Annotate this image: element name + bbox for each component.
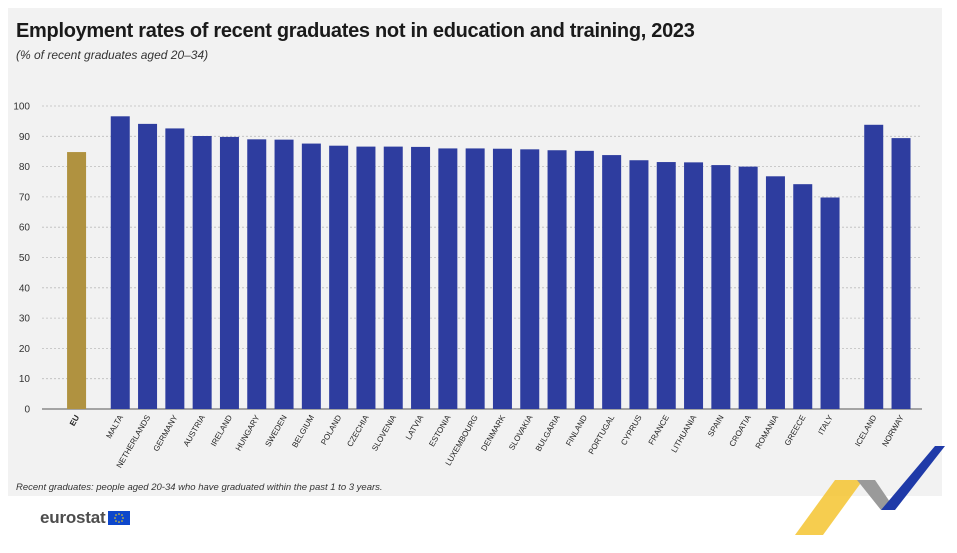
bar-denmark xyxy=(492,148,512,409)
bar-germany xyxy=(165,128,185,409)
bar-ireland xyxy=(219,136,239,409)
bar-portugal xyxy=(602,155,622,409)
x-tick-label: DENMARK xyxy=(479,413,507,453)
x-tick-label: HUNGARY xyxy=(234,413,262,453)
y-tick-label: 40 xyxy=(19,283,31,294)
bar-slovakia xyxy=(520,149,540,410)
bar-netherlands xyxy=(138,123,158,409)
bar-croatia xyxy=(738,166,758,409)
bar-estonia xyxy=(438,148,458,410)
chart-title: Employment rates of recent graduates not… xyxy=(16,20,695,42)
bar-norway xyxy=(891,138,911,410)
x-tick-label: SLOVENIA xyxy=(370,413,398,453)
x-tick-label: CZECHIA xyxy=(345,413,371,448)
y-tick-label: 70 xyxy=(19,192,31,203)
x-tick-label: SWEDEN xyxy=(263,413,288,448)
logo-text: eurostat xyxy=(40,508,106,527)
x-tick-label: SLOVAKIA xyxy=(507,413,535,452)
bar-slovenia xyxy=(383,146,403,410)
bar-malta xyxy=(110,116,130,409)
x-tick-label: IRELAND xyxy=(209,413,234,448)
x-tick-label: CYPRUS xyxy=(619,414,643,447)
bar-cyprus xyxy=(629,160,649,409)
bar-greece xyxy=(793,184,813,409)
x-tick-label: AUSTRIA xyxy=(182,413,207,448)
y-tick-label: 10 xyxy=(19,374,31,385)
bar-belgium xyxy=(301,143,321,409)
x-tick-label: ESTONIA xyxy=(427,413,453,448)
bar-spain xyxy=(711,165,731,409)
x-tick-label: BULGARIA xyxy=(534,413,562,453)
bar-latvia xyxy=(411,146,431,409)
x-tick-label: BELGIUM xyxy=(290,413,316,449)
y-tick-label: 30 xyxy=(19,314,31,325)
bar-iceland xyxy=(864,124,884,409)
x-tick-label: FINLAND xyxy=(564,413,589,447)
chart-subtitle: (% of recent graduates aged 20–34) xyxy=(16,48,209,62)
eurostat-logo: eurostat xyxy=(40,508,131,528)
y-tick-label: 50 xyxy=(19,253,31,264)
bar-lithuania xyxy=(684,162,704,409)
bar-czechia xyxy=(356,146,376,410)
bar-italy xyxy=(820,197,840,409)
x-tick-label: MALTA xyxy=(104,413,125,440)
y-tick-label: 0 xyxy=(24,405,30,416)
bar-eu xyxy=(67,152,87,409)
y-tick-label: 80 xyxy=(19,162,31,173)
y-tick-label: 100 xyxy=(13,102,30,113)
x-tick-label: EU xyxy=(68,413,81,427)
bar-france xyxy=(656,162,676,409)
x-tick-label: POLAND xyxy=(319,413,343,446)
bar-luxembourg xyxy=(465,148,485,410)
y-tick-label: 90 xyxy=(19,132,31,143)
bar-poland xyxy=(329,145,349,409)
x-tick-label: ITALY xyxy=(816,413,835,436)
bar-bulgaria xyxy=(547,150,567,409)
bar-sweden xyxy=(274,139,294,409)
y-tick-label: 20 xyxy=(19,344,31,355)
eu-flag-icon xyxy=(108,511,131,525)
x-tick-label: ROMANIA xyxy=(754,413,781,450)
x-tick-label: LITHUANIA xyxy=(670,413,699,454)
x-tick-label: PORTUGAL xyxy=(587,413,617,456)
bar-romania xyxy=(765,176,785,409)
decorative-ribbon-icon xyxy=(795,446,945,535)
x-tick-label: GERMANY xyxy=(152,413,180,453)
bar-hungary xyxy=(247,139,267,409)
x-tick-label: SPAIN xyxy=(706,413,726,438)
footnote: Recent graduates: people aged 20-34 who … xyxy=(16,482,383,493)
bar-finland xyxy=(574,150,594,409)
bar-austria xyxy=(192,135,212,409)
x-tick-label: FRANCE xyxy=(647,414,671,447)
x-tick-label: LATVIA xyxy=(404,413,426,441)
x-tick-label: CROATIA xyxy=(728,413,754,448)
y-tick-label: 60 xyxy=(19,223,31,234)
